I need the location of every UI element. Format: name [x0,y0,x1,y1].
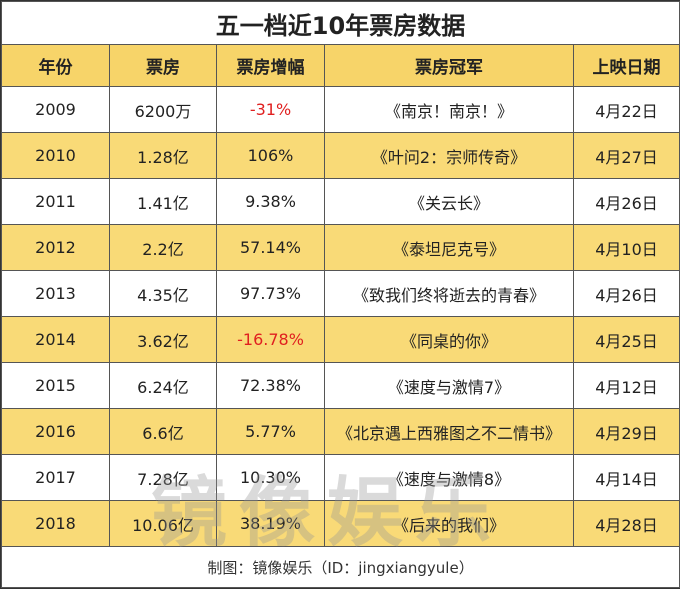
table-cell: 57.14% [216,224,325,271]
table-cell: 2014 [1,316,110,363]
table-cell: 《关云长》 [324,178,574,225]
table-cell: 《泰坦尼克号》 [324,224,574,271]
table-cell: 4月29日 [572,408,680,455]
header-cell: 票房增幅 [216,44,325,87]
table-cell: 《北京遇上西雅图之不二情书》 [324,408,574,455]
table-row: 2017 7.28亿 10.30% 《速度与激情8》 4月14日 [1,454,680,501]
table-cell: 4月12日 [572,362,680,409]
table-cell: 4月28日 [572,500,680,547]
table-row: 2016 6.6亿 5.77% 《北京遇上西雅图之不二情书》 4月29日 [1,408,680,455]
table-row: 2014 3.62亿 -16.78% 《同桌的你》 4月25日 [1,316,680,363]
table-cell: -16.78% [216,316,325,363]
table-cell: 《速度与激情8》 [324,454,574,501]
table-cell: 4.35亿 [109,270,217,317]
table-row: 2011 1.41亿 9.38% 《关云长》 4月26日 [1,178,680,225]
table-cell: 4月14日 [572,454,680,501]
table-cell: 2009 [1,86,110,133]
table-cell: 4月25日 [572,316,680,363]
header-cell: 上映日期 [572,44,680,87]
table-cell: 3.62亿 [109,316,217,363]
table-cell: 10.30% [216,454,325,501]
table-cell: 2017 [1,454,110,501]
table-row: 2015 6.24亿 72.38% 《速度与激情7》 4月12日 [1,362,680,409]
table-cell: 6.24亿 [109,362,217,409]
table-title: 五一档近10年票房数据 [0,1,680,45]
table-row: 2013 4.35亿 97.73% 《致我们终将逝去的青春》 4月26日 [1,270,680,317]
table-cell: 2.2亿 [109,224,217,271]
table-cell: 4月27日 [572,132,680,179]
table-cell: 106% [216,132,325,179]
table-row: 2009 6200万 -31% 《南京！南京！》 4月22日 [1,86,680,133]
table-cell: 6.6亿 [109,408,217,455]
table-cell: 《后来的我们》 [324,500,574,547]
table-cell: 《叶问2：宗师传奇》 [324,132,574,179]
table-cell: 1.28亿 [109,132,217,179]
table-cell: 97.73% [216,270,325,317]
table-cell: 5.77% [216,408,325,455]
table-cell: -31% [216,86,325,133]
table-cell: 38.19% [216,500,325,547]
header-cell: 票房冠军 [324,44,574,87]
table-row: 2018 10.06亿 38.19% 《后来的我们》 4月28日 [1,500,680,547]
table-cell: 7.28亿 [109,454,217,501]
table-row: 2010 1.28亿 106% 《叶问2：宗师传奇》 4月27日 [1,132,680,179]
table-cell: 《同桌的你》 [324,316,574,363]
table-cell: 2012 [1,224,110,271]
table-cell: 4月22日 [572,86,680,133]
table-cell: 2016 [1,408,110,455]
table-cell: 1.41亿 [109,178,217,225]
table-cell: 《速度与激情7》 [324,362,574,409]
footer: 制图：镜像娱乐（ID：jingxiangyule） [0,546,680,588]
header-row: 年份 票房 票房增幅 票房冠军 上映日期 [1,44,680,87]
table-row: 2012 2.2亿 57.14% 《泰坦尼克号》 4月10日 [1,224,680,271]
table-cell: 《致我们终将逝去的青春》 [324,270,574,317]
table-cell: 《南京！南京！》 [324,86,574,133]
table-cell: 72.38% [216,362,325,409]
table-cell: 9.38% [216,178,325,225]
table-cell: 10.06亿 [109,500,217,547]
table-cell: 2011 [1,178,110,225]
table-cell: 4月26日 [572,178,680,225]
header-cell: 年份 [1,44,110,87]
table-cell: 2010 [1,132,110,179]
header-cell: 票房 [109,44,217,87]
table-cell: 2015 [1,362,110,409]
table-cell: 4月10日 [572,224,680,271]
table-cell: 6200万 [109,86,217,133]
table-cell: 4月26日 [572,270,680,317]
table-cell: 2018 [1,500,110,547]
table-cell: 2013 [1,270,110,317]
